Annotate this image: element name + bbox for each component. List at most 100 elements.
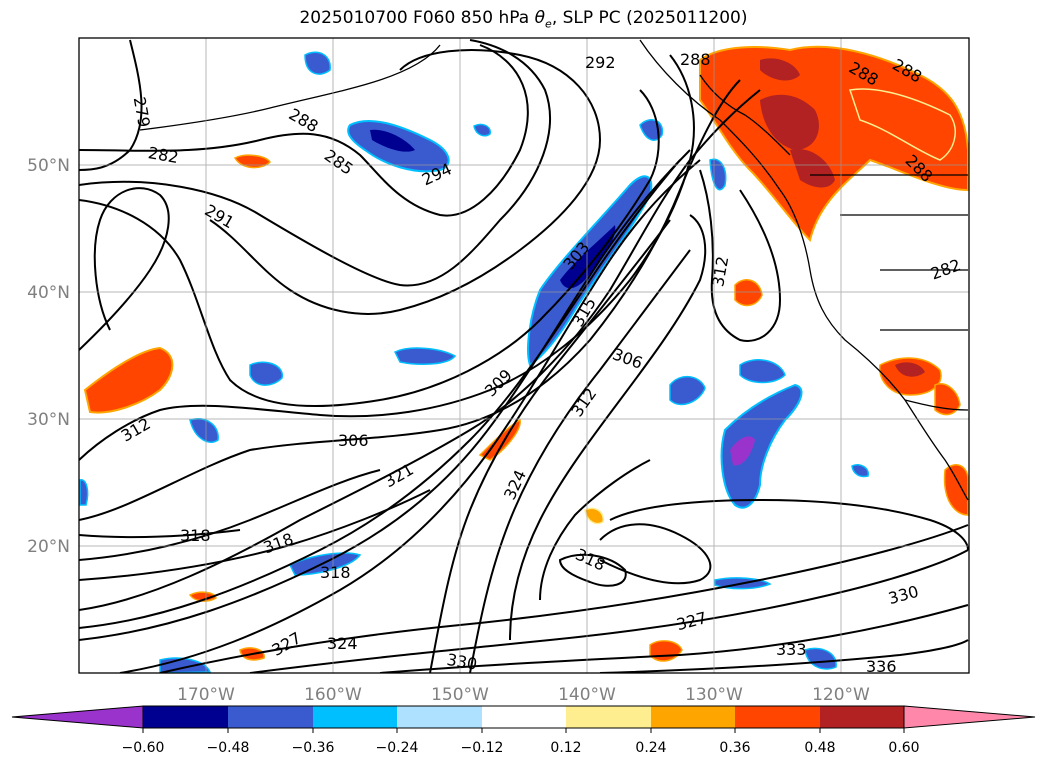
- colorbar-tickmarks: [142, 728, 905, 733]
- colorbar-frame: [142, 705, 905, 729]
- cool-shade-small-4: [79, 479, 89, 506]
- colorbar-segment: [143, 706, 228, 728]
- contour-label: 318: [573, 545, 609, 575]
- contour-label: 330: [445, 650, 478, 674]
- contour-line: [469, 249, 691, 673]
- warm-shade-canada: [849, 88, 956, 161]
- contour-line: [599, 523, 712, 585]
- cool-shade-jet-core: [560, 225, 616, 289]
- lon-tick-label: 170°W: [177, 685, 235, 705]
- lat-tick-label: 40°N: [27, 283, 70, 303]
- lon-tick-label: 140°W: [558, 685, 616, 705]
- title-prefix: 2025010700 F060 850 hPa: [299, 8, 535, 28]
- warm-shade-baja: [934, 383, 961, 416]
- contour-line: [79, 89, 761, 611]
- contour-label: 292: [585, 53, 616, 72]
- lat-tick-label: 50°N: [27, 156, 70, 176]
- contour-label: 324: [327, 634, 358, 653]
- coastline-alaska: [139, 44, 441, 131]
- dark-red-pnw: [760, 94, 819, 150]
- warm-shade-subtrop-5: [584, 507, 604, 525]
- lon-tick-label: 150°W: [431, 685, 489, 705]
- warm-shade-subtrop-2: [649, 640, 683, 662]
- warm-shade-small-1: [233, 154, 271, 169]
- lat-axis: 20°N 30°N 40°N 50°N: [27, 156, 70, 557]
- colorbar-tick-label: 0.48: [804, 740, 835, 756]
- cool-shade-tropics-1: [288, 552, 362, 576]
- contour-label: 282: [147, 143, 180, 167]
- contour-line: [558, 553, 627, 587]
- contour-line: [249, 549, 969, 673]
- contour-label: 309: [481, 365, 516, 400]
- colorbar-tick-label: −0.12: [461, 740, 504, 756]
- contour-label: 333: [776, 640, 807, 659]
- contour-label: 282: [928, 255, 963, 283]
- contour-line: [429, 219, 671, 673]
- contour-layer: [79, 39, 969, 673]
- contour-label: 318: [261, 529, 296, 557]
- cool-shade-tropics-2: [804, 647, 837, 670]
- colorbar-tick-label: 0.60: [888, 740, 919, 756]
- cool-shade-west-2: [304, 51, 331, 75]
- theta-symbol: θ: [534, 8, 546, 28]
- colorbar-tick-label: −0.60: [122, 740, 165, 756]
- map-title: 2025010700 F060 850 hPa θe, SLP PC (2025…: [0, 8, 1047, 30]
- contour-line: [79, 54, 695, 461]
- cool-shade-small-1: [473, 123, 491, 137]
- contour-label: 288: [286, 104, 322, 136]
- colorbar-segment: [313, 706, 397, 728]
- contour-line: [79, 79, 741, 521]
- contour-line: [79, 149, 691, 641]
- dark-red-calif: [895, 362, 925, 377]
- colorbar-segment: [566, 706, 651, 728]
- contour-line: [119, 159, 701, 673]
- border-mexico: [904, 399, 969, 411]
- colorbar-segment: [482, 706, 566, 728]
- contour-line: [79, 44, 529, 217]
- warm-shade-nevada: [734, 279, 763, 307]
- colorbar-extend-right: [903, 705, 1036, 729]
- cool-shade-sw: [720, 383, 803, 509]
- cool-shade-small-2: [851, 464, 869, 478]
- contour-line: [699, 169, 782, 342]
- coastline-north-america: [639, 39, 969, 501]
- lon-tick-label: 130°W: [685, 685, 743, 705]
- cool-shade-west-3: [189, 418, 219, 443]
- contour-line: [379, 604, 969, 673]
- lon-axis: 170°W 160°W 150°W 140°W 130°W 120°W: [177, 685, 870, 705]
- graticule: [79, 38, 969, 673]
- colorbar-tick-label: −0.24: [376, 740, 419, 756]
- contour-label: 318: [320, 563, 351, 582]
- lon-tick-label: 120°W: [812, 685, 870, 705]
- colorbar-extend-left: [11, 705, 144, 729]
- coastline-canada-islands: [699, 74, 791, 156]
- lon-tick-label: 160°W: [304, 685, 362, 705]
- dark-red-pnw-2: [790, 149, 835, 188]
- cool-shade-small-3: [709, 158, 727, 191]
- dark-red-ne: [760, 58, 800, 81]
- contour-line: [539, 459, 651, 601]
- contour-label: 318: [180, 526, 211, 545]
- title-suffix: , SLP PC (2025011200): [551, 8, 748, 28]
- contour-line: [209, 49, 602, 315]
- coastline-layer: [139, 39, 969, 501]
- cool-shade-mid-2: [739, 359, 786, 384]
- lat-tick-label: 30°N: [27, 410, 70, 430]
- contour-line: [79, 39, 143, 171]
- contour-line: [79, 469, 381, 561]
- colorbar-tick-label: 0.36: [719, 740, 750, 756]
- colorbar-tick-label: 0.12: [550, 740, 581, 756]
- contour-line: [79, 529, 241, 539]
- contour-line: [599, 639, 969, 673]
- colorbar-tick-label: −0.36: [292, 740, 335, 756]
- contour-label: 327: [674, 608, 708, 634]
- contour-label: 336: [866, 657, 897, 676]
- map-frame: [78, 37, 970, 674]
- colorbar: −0.60 −0.48 −0.36 −0.24 −0.12 0.12 0.24 …: [11, 705, 1036, 756]
- theta-subscript: e: [545, 17, 552, 31]
- contour-label: 288: [680, 50, 711, 69]
- colorbar-segment: [228, 706, 313, 728]
- contour-label: 306: [610, 344, 645, 372]
- contour-line: [609, 498, 969, 551]
